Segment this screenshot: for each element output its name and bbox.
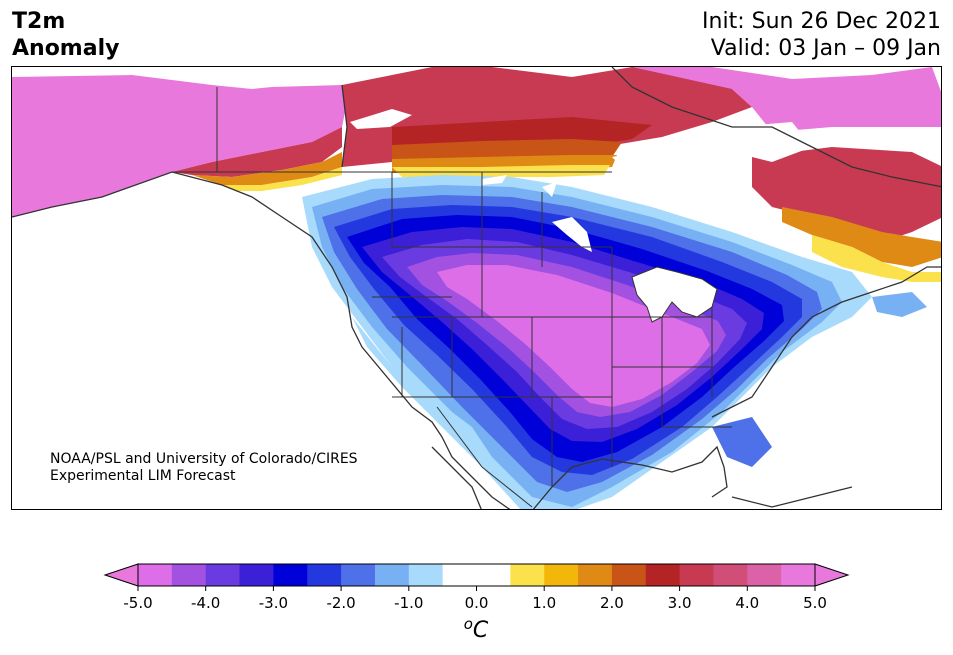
colorbar-segments [103, 563, 850, 587]
colorbar-segment [544, 564, 579, 586]
colorbar-segment [476, 564, 511, 586]
title-line-1: T2m [12, 9, 66, 34]
valid-date-label: Valid: 03 Jan – 09 Jan [710, 36, 941, 61]
colorbar-segment [239, 564, 274, 586]
colorbar-tick-label: -2.0 [326, 594, 355, 612]
colorbar-segment [510, 564, 545, 586]
title-line-2: Anomaly [12, 36, 120, 61]
colorbar-segment [341, 564, 376, 586]
forecast-dates: Init: Sun 26 Dec 2021 Valid: 03 Jan – 09… [702, 8, 941, 62]
credit-text: NOAA/PSL and University of Colorado/CIRE… [50, 451, 358, 485]
colorbar-segment [578, 564, 613, 586]
canada-warm-band [342, 67, 941, 282]
water-bodies [350, 109, 812, 323]
colorbar-segment [408, 564, 444, 586]
colorbar-tick-label: -1.0 [394, 594, 423, 612]
init-date-label: Init: Sun 26 Dec 2021 [702, 9, 941, 34]
colorbar-tick-label: 3.0 [668, 594, 692, 612]
colorbar-tick-label: 4.0 [735, 594, 759, 612]
colorbar-under-arrow [103, 563, 139, 587]
colorbar-tick-label: 1.0 [532, 594, 556, 612]
colorbar-tick-label: 0.0 [465, 594, 489, 612]
colorbar-segment [273, 564, 308, 586]
credit-line-1: NOAA/PSL and University of Colorado/CIRE… [50, 451, 358, 467]
colorbar-segment [171, 564, 207, 586]
credit-line-2: Experimental LIM Forecast [50, 468, 236, 484]
colorbar-tick-label: -5.0 [123, 594, 152, 612]
map-title: T2m Anomaly [12, 8, 119, 62]
colorbar-over-arrow [814, 563, 850, 587]
colorbar-segment [747, 564, 782, 586]
colorbar-unit-label: oC [464, 615, 489, 643]
colorbar-segment [138, 564, 173, 586]
colorbar-segment [205, 564, 241, 586]
coastlines [12, 67, 941, 509]
anomaly-map [12, 67, 941, 509]
colorbar-segment [679, 564, 714, 586]
colorbar-tick-label: 2.0 [600, 594, 624, 612]
colorbar-segment [781, 564, 816, 586]
colorbar-segment [713, 564, 748, 586]
colorbar-segment [442, 564, 477, 586]
unit-main: C [473, 618, 489, 643]
colorbar-tick-label: -4.0 [191, 594, 220, 612]
boundary-lines [172, 87, 732, 508]
map-panel: NOAA/PSL and University of Colorado/CIRE… [11, 66, 942, 510]
colorbar-segment [374, 564, 410, 586]
colorbar-segment [611, 564, 647, 586]
cool-fringe [352, 292, 927, 467]
unit-superscript: o [464, 615, 473, 633]
colorbar-ticks: -5.0 -4.0 -3.0 -2.0 -1.0 0.0 1.0 2.0 3.0 4.0 5.0 [123, 586, 827, 612]
colorbar-tick-label: 5.0 [803, 594, 827, 612]
colorbar-segment [645, 564, 681, 586]
colorbar-segment [307, 564, 342, 586]
alaska-warm-region [12, 75, 347, 217]
colorbar: -5.0 -4.0 -3.0 -2.0 -1.0 0.0 1.0 2.0 3.0 4.0 5.0 o… [103, 563, 850, 643]
colorbar-tick-label: -3.0 [259, 594, 288, 612]
